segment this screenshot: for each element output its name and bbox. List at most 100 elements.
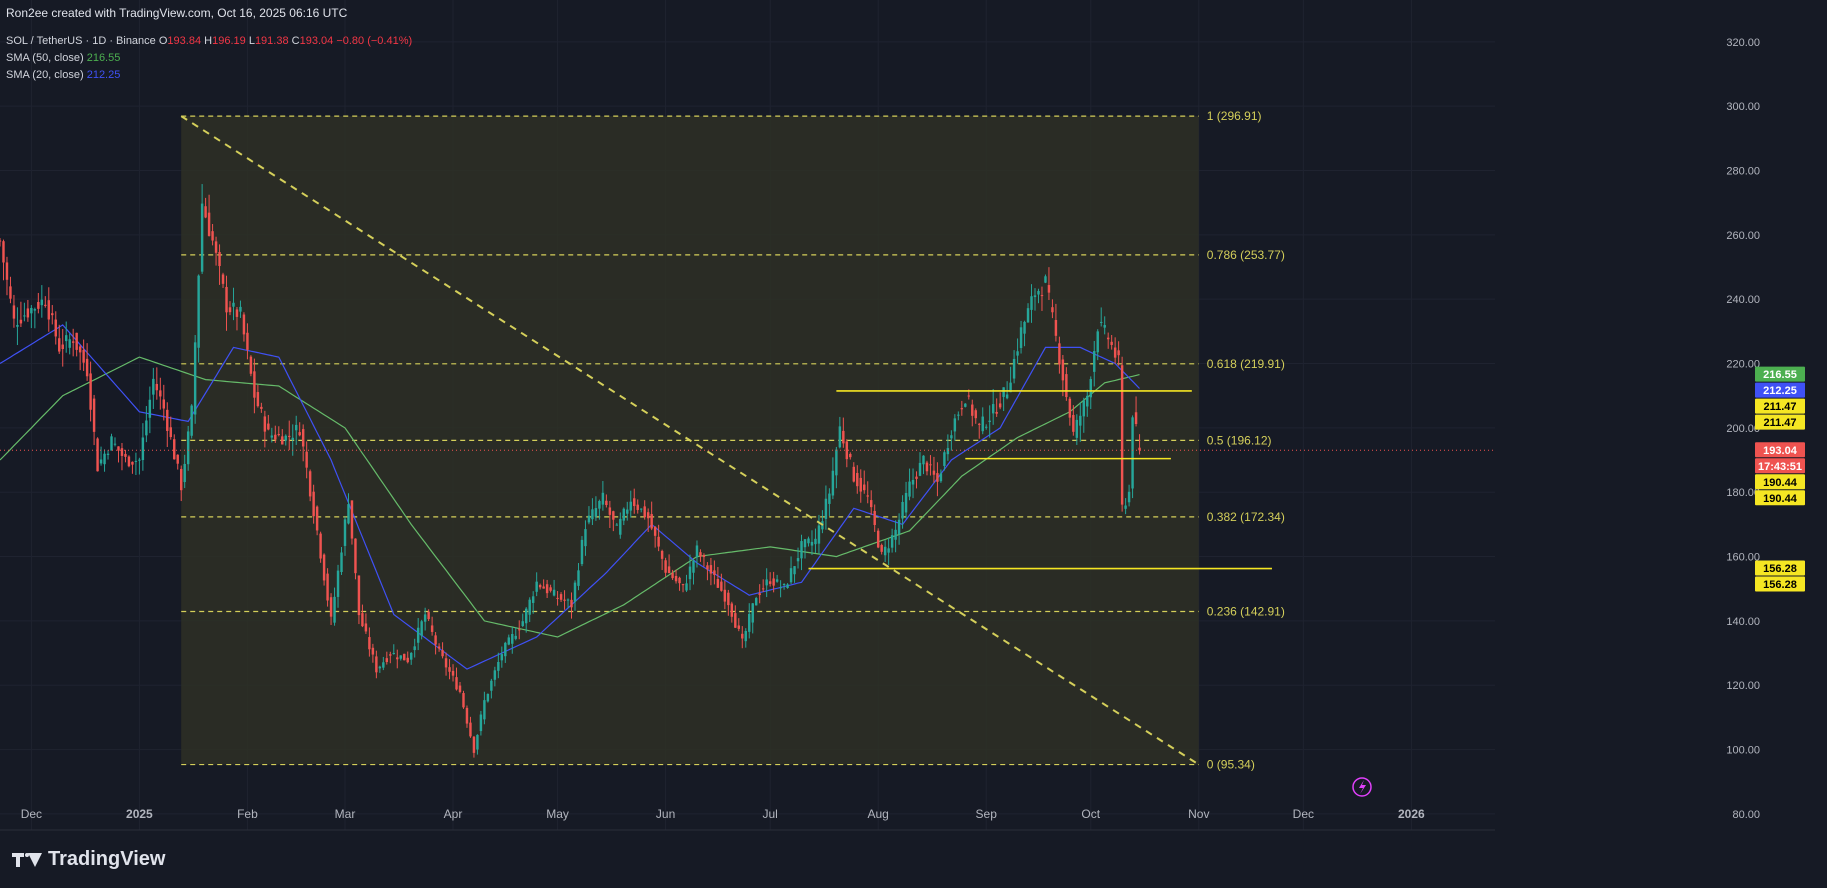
- sma50-legend[interactable]: SMA (50, close) 216.55: [6, 52, 120, 64]
- candle-body: [782, 584, 786, 586]
- candle-body: [1040, 295, 1044, 297]
- candle-body: [253, 371, 256, 398]
- fib-level-label: 0.236 (142.91): [1207, 605, 1285, 619]
- candle-body: [828, 493, 831, 504]
- candle-body: [413, 646, 416, 651]
- candle-body: [51, 313, 54, 316]
- candle-body: [96, 438, 99, 472]
- candle-body: [138, 459, 141, 461]
- sma50-label: SMA (50, close): [6, 52, 84, 64]
- candle-body: [131, 461, 134, 465]
- candle-body: [218, 252, 221, 267]
- fib-level-label: 1 (296.91): [1207, 109, 1262, 123]
- sma20-line-group: [0, 324, 1140, 670]
- candle-body: [793, 566, 796, 575]
- candle-body: [1117, 350, 1120, 356]
- tradingview-brand-name: TradingView: [48, 848, 166, 870]
- y-tick-label: 300.00: [1726, 101, 1760, 113]
- candle-body: [274, 434, 277, 440]
- candle-body: [58, 338, 61, 352]
- candle-body: [779, 587, 782, 589]
- candle-body: [26, 308, 30, 318]
- candle-body: [814, 538, 817, 545]
- y-tick-label: 200.00: [1726, 423, 1760, 435]
- candle-body: [399, 655, 402, 659]
- candle-body: [193, 342, 197, 415]
- candle-body: [448, 667, 451, 672]
- candle-body: [23, 315, 26, 317]
- candle-body: [329, 597, 333, 617]
- candle-body: [580, 539, 584, 565]
- candle-body: [37, 302, 40, 309]
- candle-body: [845, 441, 849, 460]
- candle-body: [145, 420, 148, 436]
- candle-body: [490, 680, 493, 691]
- tradingview-logo[interactable]: TradingView: [12, 848, 165, 871]
- candle-body: [120, 448, 124, 456]
- candle-body: [699, 552, 702, 557]
- candle-body: [99, 459, 103, 464]
- candle-body: [375, 656, 378, 673]
- candle-body: [1023, 321, 1026, 334]
- candle-body: [601, 492, 605, 505]
- candle-body: [75, 332, 78, 350]
- candle-body: [824, 498, 828, 519]
- candle-body: [594, 508, 598, 517]
- candle-body: [5, 262, 9, 280]
- candle-body: [9, 286, 12, 299]
- candle-body: [117, 446, 120, 451]
- candle-body: [483, 700, 486, 720]
- x-tick-label: Mar: [335, 807, 356, 821]
- price-label-bg: [1755, 560, 1805, 576]
- candle-body: [772, 578, 775, 586]
- ohlc-close: 193.04: [299, 35, 334, 47]
- candle-body: [469, 722, 472, 737]
- candle-body: [838, 426, 842, 448]
- candle-body: [761, 588, 765, 590]
- tradingview-logo-icon: [12, 851, 42, 869]
- candle-body: [1120, 365, 1124, 505]
- sma50-value: 216.55: [86, 52, 121, 64]
- candle-body: [200, 203, 204, 272]
- candle-body: [866, 495, 869, 497]
- candle-body: [64, 335, 68, 342]
- y-tick-label: 120.00: [1726, 680, 1760, 692]
- candle-body: [856, 472, 859, 487]
- candle-body: [626, 509, 629, 514]
- replay-icon[interactable]: [1352, 777, 1372, 797]
- candle-body: [270, 435, 274, 438]
- candle-body: [1026, 308, 1030, 323]
- candle-body: [876, 530, 880, 548]
- candle-body: [542, 586, 545, 589]
- candle-body: [727, 592, 730, 606]
- candle-body: [497, 661, 500, 671]
- symbol-name[interactable]: SOL / TetherUS · 1D · Binance: [6, 35, 156, 47]
- candle-body: [650, 514, 653, 529]
- candle-body: [0, 240, 2, 242]
- candle-body: [347, 504, 350, 524]
- candle-body: [176, 454, 179, 464]
- candle-body: [350, 500, 354, 539]
- candle-body: [207, 212, 211, 236]
- x-tick-label: Dec: [1293, 807, 1314, 821]
- candle-body: [458, 685, 462, 692]
- candle-body: [1089, 379, 1092, 398]
- candle-body: [842, 430, 845, 444]
- candle-body: [16, 324, 19, 327]
- price-label-bg: [1755, 442, 1805, 458]
- candle-body: [1110, 341, 1113, 345]
- fib-level-label: 0.5 (196.12): [1207, 433, 1272, 447]
- candle-body: [1058, 343, 1061, 365]
- sma20-legend[interactable]: SMA (20, close) 212.25: [6, 69, 120, 81]
- candle-body: [734, 613, 737, 628]
- candle-body: [960, 408, 964, 410]
- candle-body: [953, 418, 957, 432]
- price-label: 156.28: [1763, 563, 1797, 575]
- y-tick-label: 240.00: [1726, 294, 1760, 306]
- candle-body: [911, 479, 915, 485]
- candle-body: [1103, 325, 1106, 328]
- candle-body: [169, 427, 172, 438]
- sma20-value: 212.25: [86, 69, 121, 81]
- x-tick-label: Jun: [656, 807, 675, 821]
